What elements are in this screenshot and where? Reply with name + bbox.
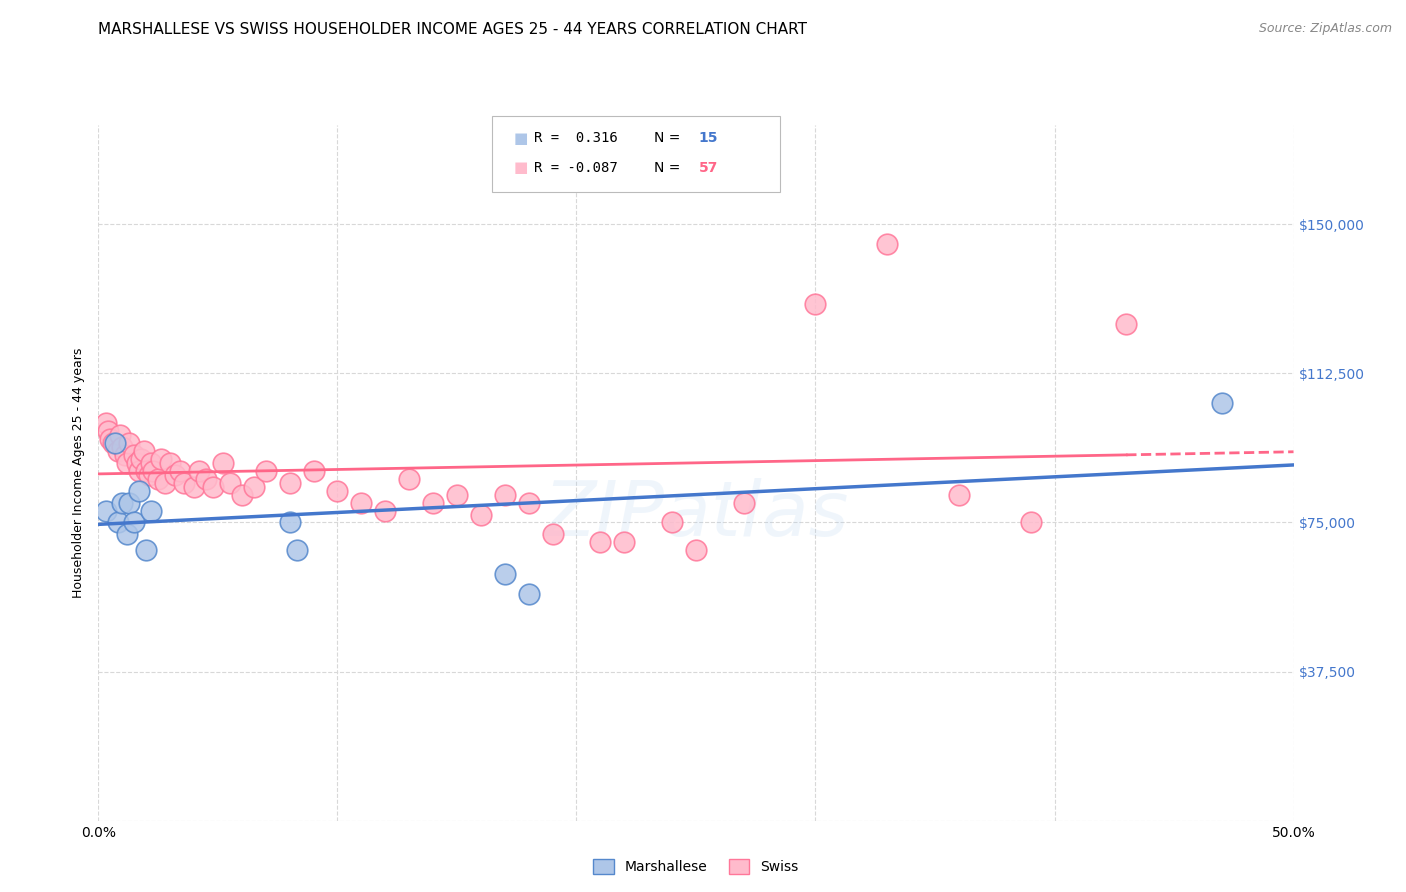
Point	[876, 237, 898, 252]
Point	[94, 503, 117, 517]
Point	[155, 475, 177, 490]
Point	[494, 488, 516, 502]
Point	[278, 516, 301, 530]
Point	[114, 448, 136, 462]
Point	[243, 480, 266, 494]
Text: N =: N =	[654, 161, 685, 175]
Point	[107, 443, 129, 458]
Point	[118, 495, 141, 509]
Point	[350, 495, 373, 509]
Point	[135, 464, 157, 478]
Point	[231, 488, 253, 502]
Point	[446, 488, 468, 502]
Y-axis label: Householder Income Ages 25 - 44 years: Householder Income Ages 25 - 44 years	[72, 348, 86, 598]
Point	[97, 424, 120, 438]
Point	[115, 456, 138, 470]
Point	[128, 464, 150, 478]
Point	[115, 527, 138, 541]
Point	[517, 587, 540, 601]
Point	[104, 436, 127, 450]
Point	[163, 467, 186, 482]
Point	[285, 543, 308, 558]
Point	[948, 488, 970, 502]
Text: N =: N =	[654, 131, 685, 145]
Point	[211, 456, 233, 470]
Point	[135, 543, 157, 558]
Point	[661, 516, 683, 530]
Text: 57: 57	[699, 161, 718, 175]
Point	[398, 472, 420, 486]
Point	[733, 495, 755, 509]
Text: ■: ■	[513, 161, 527, 175]
Point	[1211, 396, 1233, 410]
Point	[326, 483, 349, 498]
Point	[142, 464, 165, 478]
Point	[219, 475, 242, 490]
Point	[108, 428, 131, 442]
Point	[202, 480, 225, 494]
Point	[278, 475, 301, 490]
Point	[139, 456, 162, 470]
Point	[187, 464, 209, 478]
Point	[254, 464, 277, 478]
Point	[138, 467, 160, 482]
Point	[131, 451, 153, 466]
Text: ■: ■	[513, 131, 527, 145]
Point	[374, 503, 396, 517]
Point	[128, 483, 150, 498]
Point	[194, 472, 218, 486]
Point	[1115, 317, 1137, 331]
Point	[804, 297, 827, 311]
Legend: Marshallese, Swiss: Marshallese, Swiss	[588, 854, 804, 880]
Point	[149, 451, 172, 466]
Point	[169, 464, 191, 478]
Point	[159, 456, 181, 470]
Point	[517, 495, 540, 509]
Point	[470, 508, 492, 522]
Text: R = -0.087: R = -0.087	[534, 161, 619, 175]
Point	[302, 464, 325, 478]
Point	[589, 535, 612, 549]
Point	[685, 543, 707, 558]
Text: Source: ZipAtlas.com: Source: ZipAtlas.com	[1258, 22, 1392, 36]
Point	[111, 495, 134, 509]
Point	[101, 436, 124, 450]
Point	[124, 448, 146, 462]
Point	[613, 535, 636, 549]
Point	[118, 436, 141, 450]
Point	[94, 416, 117, 430]
Point	[111, 440, 134, 454]
Text: 15: 15	[699, 131, 718, 145]
Text: ZIPatlas: ZIPatlas	[543, 477, 849, 551]
Point	[125, 456, 148, 470]
Point	[183, 480, 205, 494]
Text: R =  0.316: R = 0.316	[534, 131, 619, 145]
Point	[124, 516, 146, 530]
Point	[148, 472, 170, 486]
Point	[541, 527, 564, 541]
Point	[173, 475, 195, 490]
Point	[139, 503, 162, 517]
Point	[98, 432, 122, 446]
Point	[1019, 516, 1042, 530]
Point	[107, 516, 129, 530]
Point	[132, 443, 155, 458]
Point	[422, 495, 444, 509]
Point	[494, 567, 516, 582]
Text: MARSHALLESE VS SWISS HOUSEHOLDER INCOME AGES 25 - 44 YEARS CORRELATION CHART: MARSHALLESE VS SWISS HOUSEHOLDER INCOME …	[98, 22, 807, 37]
